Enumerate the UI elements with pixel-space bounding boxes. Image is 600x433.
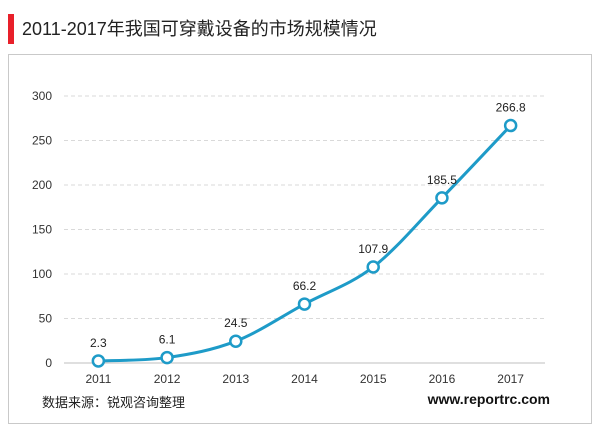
x-tick-label: 2017 (497, 372, 524, 386)
y-axis-ticks: 0 50 100 150 200 250 300 (32, 89, 52, 370)
data-point[interactable] (435, 191, 449, 205)
grid-lines (64, 95, 545, 364)
y-tick-label: 150 (32, 223, 52, 237)
data-label: 266.8 (496, 101, 526, 115)
data-label: 2.3 (90, 336, 107, 350)
y-tick-label: 100 (32, 267, 52, 281)
x-tick-label: 2011 (85, 372, 111, 386)
data-label: 66.2 (293, 279, 317, 293)
x-tick-label: 2015 (360, 372, 387, 386)
source-note: 数据来源：锐观咨询整理 (42, 395, 186, 410)
x-tick-label: 2016 (429, 372, 456, 386)
data-label: 6.1 (159, 333, 176, 347)
x-axis-ticks: 2011 2012 2013 2014 2015 2016 2017 (85, 372, 524, 386)
data-points (91, 118, 518, 368)
data-point[interactable] (366, 260, 380, 274)
y-tick-label: 200 (32, 178, 52, 192)
data-label: 107.9 (358, 242, 388, 256)
y-tick-label: 300 (32, 89, 52, 103)
chart-title: 2011-2017年我国可穿戴设备的市场规模情况 (22, 19, 377, 39)
data-point[interactable] (91, 354, 106, 368)
data-point[interactable] (160, 350, 174, 365)
data-label: 24.5 (224, 316, 248, 330)
title-bar: 2011-2017年我国可穿戴设备的市场规模情况 (8, 14, 592, 44)
data-labels: 2.3 6.1 24.5 66.2 107.9 185.5 266.8 (90, 101, 526, 350)
x-tick-label: 2013 (222, 372, 249, 386)
website-link[interactable]: www.reportrc.com (427, 391, 550, 407)
data-point[interactable] (503, 118, 518, 133)
chart-frame (8, 54, 592, 424)
title-accent-bar (8, 14, 14, 44)
series-line (98, 124, 512, 363)
data-point[interactable] (297, 297, 312, 311)
y-tick-label: 0 (45, 356, 52, 370)
data-label: 185.5 (427, 173, 457, 187)
data-point[interactable] (229, 334, 243, 348)
x-tick-label: 2014 (291, 372, 318, 386)
y-tick-label: 50 (39, 312, 53, 326)
y-tick-label: 250 (32, 134, 52, 148)
x-tick-label: 2012 (154, 372, 181, 386)
